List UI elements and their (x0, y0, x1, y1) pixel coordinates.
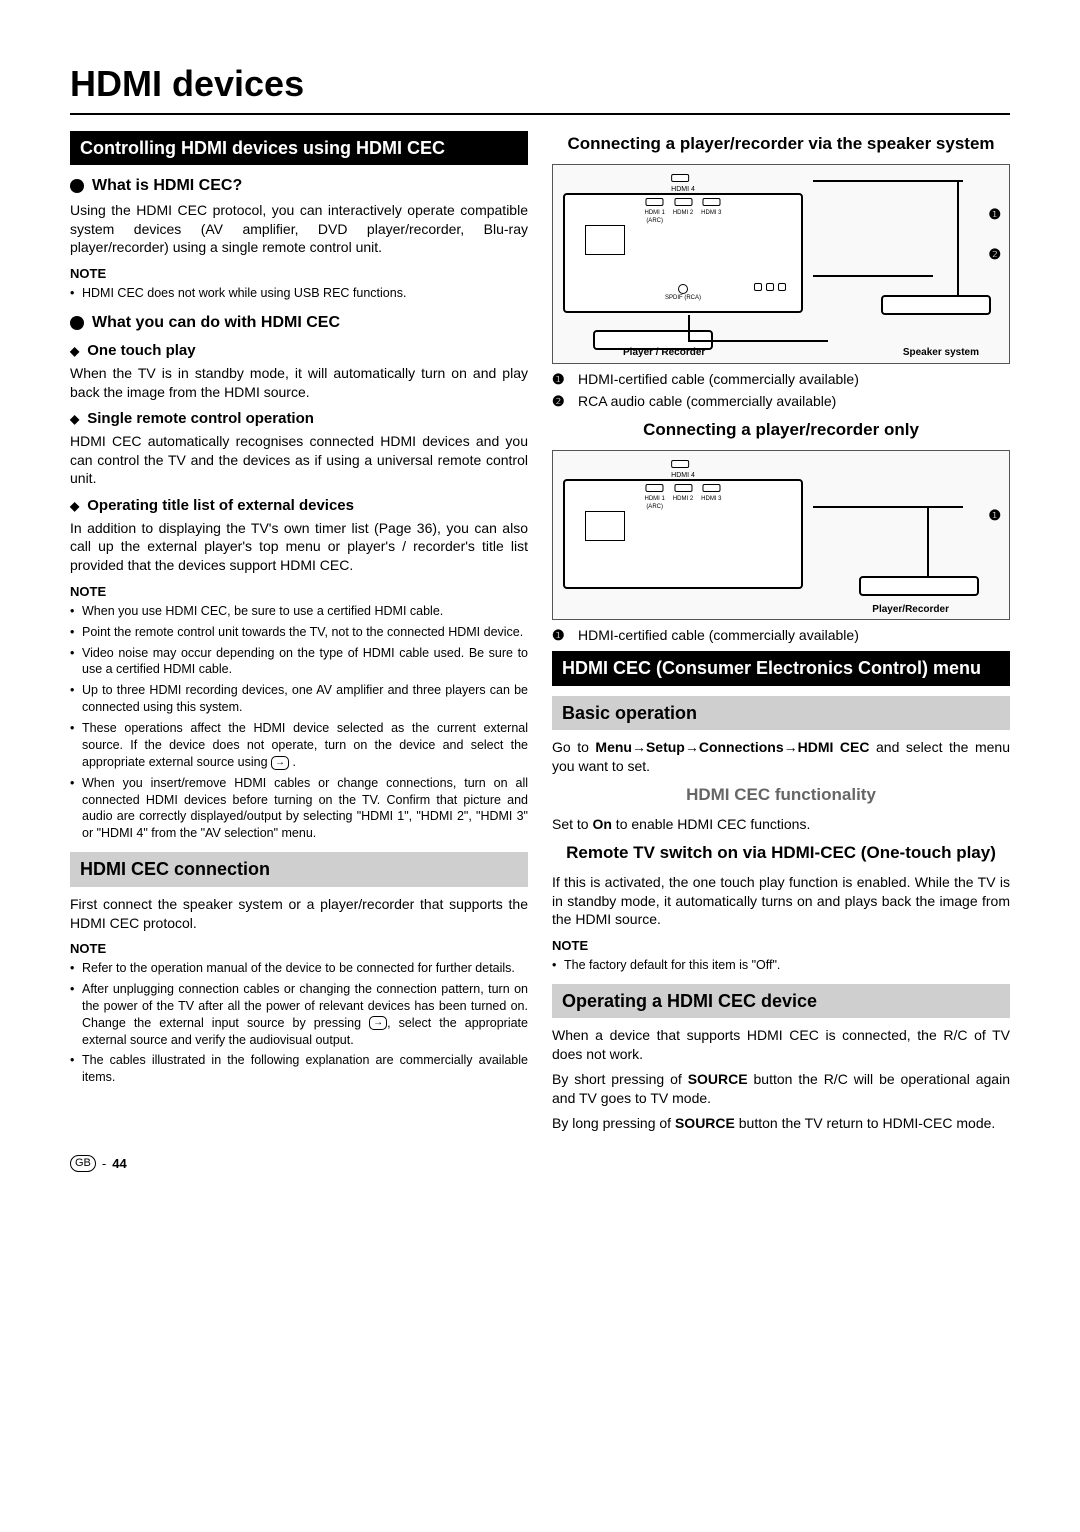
callout-text: RCA audio cable (commercially available) (578, 392, 836, 411)
heading-remote-switch: Remote TV switch on via HDMI-CEC (One-to… (552, 842, 1010, 865)
page-number: 44 (112, 1155, 126, 1173)
para-one-touch: When the TV is in standby mode, it will … (70, 364, 528, 402)
para-cec-functionality: Set to On to enable HDMI CEC functions. (552, 815, 1010, 834)
heading-one-touch: One touch play (70, 341, 528, 361)
section-controlling-hdmi: Controlling HDMI devices using HDMI CEC (70, 131, 528, 166)
section-operating-device: Operating a HDMI CEC device (552, 984, 1010, 1019)
heading-cec-functionality: HDMI CEC functionality (552, 784, 1010, 807)
para-basic-operation: Go to Menu→Setup→Connections→HDMI CEC an… (552, 738, 1010, 776)
heading-what-can-do: What you can do with HDMI CEC (70, 312, 528, 334)
callout-num-1: ❶ (552, 370, 570, 389)
note-item: After unplugging connection cables or ch… (70, 981, 528, 1049)
diagram-speaker-system: HDMI 4 HDMI 1(ARC) HDMI 2 HDMI 3 SPDIF (… (552, 164, 1010, 364)
callout-row: ❶ HDMI-certified cable (commercially ava… (552, 370, 1010, 389)
source-icon: → (369, 1016, 387, 1030)
callout-num-1: ❶ (552, 626, 570, 645)
note-label: NOTE (552, 937, 1010, 955)
section-cec-connection: HDMI CEC connection (70, 852, 528, 887)
para-single-remote: HDMI CEC automatically recognises connec… (70, 432, 528, 489)
callout-text: HDMI-certified cable (commercially avail… (578, 626, 859, 645)
right-column: Connecting a player/recorder via the spe… (552, 125, 1010, 1139)
callout-row: ❶ HDMI-certified cable (commercially ava… (552, 626, 1010, 645)
callout-text: HDMI-certified cable (commercially avail… (578, 370, 859, 389)
region-badge: GB (70, 1155, 96, 1172)
page-footer: GB - 44 (70, 1155, 1010, 1173)
note-list: The factory default for this item is "Of… (552, 957, 1010, 974)
note-item: Video noise may occur depending on the t… (70, 645, 528, 679)
left-column: Controlling HDMI devices using HDMI CEC … (70, 125, 528, 1139)
note-item: When you insert/remove HDMI cables or ch… (70, 775, 528, 843)
note-label: NOTE (70, 583, 528, 601)
source-icon: → (271, 756, 289, 770)
para-op1: When a device that supports HDMI CEC is … (552, 1026, 1010, 1064)
note-item: The factory default for this item is "Of… (552, 957, 1010, 974)
note-label: NOTE (70, 940, 528, 958)
note-item: When you use HDMI CEC, be sure to use a … (70, 603, 528, 620)
note-item: The cables illustrated in the following … (70, 1052, 528, 1086)
heading-what-is-cec: What is HDMI CEC? (70, 175, 528, 197)
heading-connect-only: Connecting a player/recorder only (552, 419, 1010, 442)
heading-title-list: Operating title list of external devices (70, 496, 528, 516)
callout-num-2: ❷ (552, 392, 570, 411)
page-title: HDMI devices (70, 60, 1010, 115)
note-item: These operations affect the HDMI device … (70, 720, 528, 771)
para-what-is-cec: Using the HDMI CEC protocol, you can int… (70, 201, 528, 258)
section-cec-menu: HDMI CEC (Consumer Electronics Control) … (552, 651, 1010, 686)
note-label: NOTE (70, 265, 528, 283)
note-list: Refer to the operation manual of the dev… (70, 960, 528, 1086)
para-title-list: In addition to displaying the TV's own t… (70, 519, 528, 576)
note-item: HDMI CEC does not work while using USB R… (70, 285, 528, 302)
para-connection: First connect the speaker system or a pl… (70, 895, 528, 933)
para-op2: By short pressing of SOURCE button the R… (552, 1070, 1010, 1108)
callout-row: ❷ RCA audio cable (commercially availabl… (552, 392, 1010, 411)
heading-connect-speaker: Connecting a player/recorder via the spe… (552, 133, 1010, 156)
note-item: Refer to the operation manual of the dev… (70, 960, 528, 977)
note-item: Up to three HDMI recording devices, one … (70, 682, 528, 716)
note-item: Point the remote control unit towards th… (70, 624, 528, 641)
heading-single-remote: Single remote control operation (70, 409, 528, 429)
para-op3: By long pressing of SOURCE button the TV… (552, 1114, 1010, 1133)
section-basic-operation: Basic operation (552, 696, 1010, 731)
note-list: HDMI CEC does not work while using USB R… (70, 285, 528, 302)
diagram-player-only: HDMI 4 HDMI 1(ARC) HDMI 2 HDMI 3 Player/… (552, 450, 1010, 620)
note-list: When you use HDMI CEC, be sure to use a … (70, 603, 528, 842)
para-remote-switch: If this is activated, the one touch play… (552, 873, 1010, 930)
